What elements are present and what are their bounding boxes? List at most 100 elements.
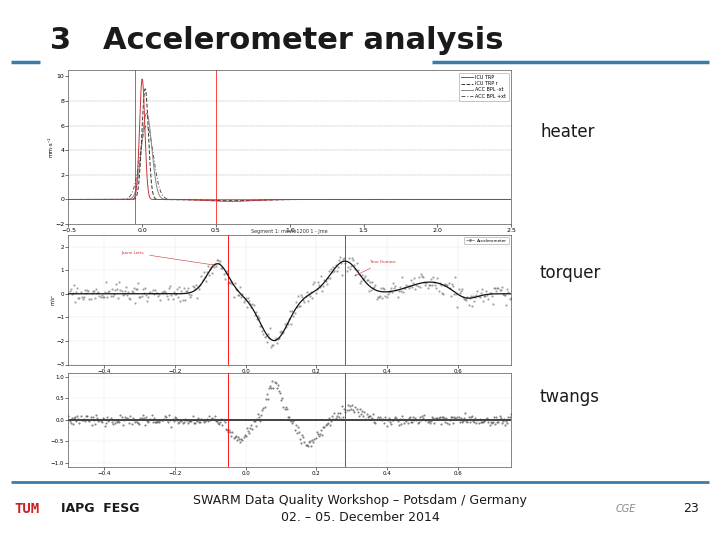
Point — [169, 413, 181, 421]
Point — [89, 293, 101, 302]
Point — [124, 294, 135, 302]
Point — [397, 414, 409, 423]
Point — [473, 292, 485, 300]
Point — [73, 294, 85, 302]
Point — [338, 413, 349, 421]
Point — [112, 417, 124, 426]
Point — [102, 416, 114, 425]
Point — [204, 271, 215, 279]
Point — [426, 280, 438, 289]
Point — [477, 417, 489, 426]
Point — [291, 428, 302, 437]
Point — [169, 289, 181, 298]
Point — [120, 287, 131, 296]
Point — [194, 285, 205, 293]
Point — [200, 416, 212, 424]
Point — [408, 416, 420, 424]
Point — [122, 414, 134, 423]
Point — [498, 415, 510, 424]
Point — [498, 291, 510, 300]
Point — [351, 259, 362, 267]
Point — [302, 296, 314, 305]
Point — [503, 288, 514, 296]
Point — [446, 280, 458, 288]
Point — [197, 416, 208, 424]
Point — [287, 306, 298, 315]
Point — [76, 293, 87, 301]
Point — [454, 417, 465, 426]
Point — [208, 414, 220, 423]
Point — [428, 278, 440, 287]
Point — [341, 406, 352, 415]
Point — [502, 418, 513, 427]
Point — [130, 415, 142, 424]
Point — [414, 283, 426, 292]
Point — [81, 285, 93, 294]
Point — [134, 419, 145, 428]
Point — [314, 429, 325, 438]
Point — [99, 422, 111, 431]
Point — [114, 285, 126, 294]
Point — [336, 271, 348, 280]
Point — [98, 414, 109, 423]
Point — [310, 434, 321, 443]
Point — [503, 413, 514, 421]
Point — [496, 418, 508, 427]
Point — [184, 290, 195, 299]
Point — [283, 413, 294, 421]
Point — [160, 413, 171, 421]
Point — [504, 413, 516, 422]
Point — [150, 418, 162, 427]
Point — [372, 413, 383, 421]
Point — [132, 279, 144, 287]
Point — [117, 291, 128, 299]
Point — [402, 418, 413, 427]
Point — [377, 294, 388, 302]
Point — [439, 417, 451, 426]
Point — [280, 322, 292, 331]
Point — [305, 436, 316, 445]
Point — [197, 276, 208, 285]
Point — [288, 416, 300, 425]
Point — [500, 421, 511, 429]
Point — [449, 413, 460, 422]
Text: TUM: TUM — [14, 502, 40, 516]
Point — [325, 416, 337, 425]
Point — [210, 417, 222, 426]
Point — [225, 279, 236, 288]
Point — [297, 293, 308, 302]
Point — [160, 288, 171, 297]
Point — [143, 416, 155, 424]
Point — [100, 418, 112, 427]
Point — [495, 413, 506, 422]
Point — [251, 414, 263, 423]
Point — [457, 292, 469, 301]
Point — [261, 338, 273, 346]
Point — [305, 291, 316, 300]
Point — [179, 295, 191, 304]
Point — [77, 416, 89, 424]
Point — [311, 428, 323, 437]
Point — [78, 293, 90, 301]
Point — [313, 431, 325, 440]
Point — [241, 423, 253, 432]
Legend: Accelerometer: Accelerometer — [464, 237, 509, 244]
Point — [276, 326, 287, 335]
Point — [434, 279, 446, 287]
Point — [294, 301, 306, 310]
Point — [416, 272, 428, 281]
Point — [137, 285, 148, 294]
Point — [455, 287, 467, 296]
Point — [221, 267, 233, 276]
Point — [258, 330, 269, 339]
Point — [254, 321, 266, 330]
Y-axis label: m/s²: m/s² — [50, 294, 55, 305]
Point — [374, 292, 386, 301]
Point — [223, 426, 235, 434]
Point — [106, 285, 117, 293]
Point — [278, 327, 289, 336]
Point — [459, 294, 470, 303]
Point — [98, 293, 109, 301]
Point — [453, 413, 464, 421]
Point — [375, 414, 387, 423]
